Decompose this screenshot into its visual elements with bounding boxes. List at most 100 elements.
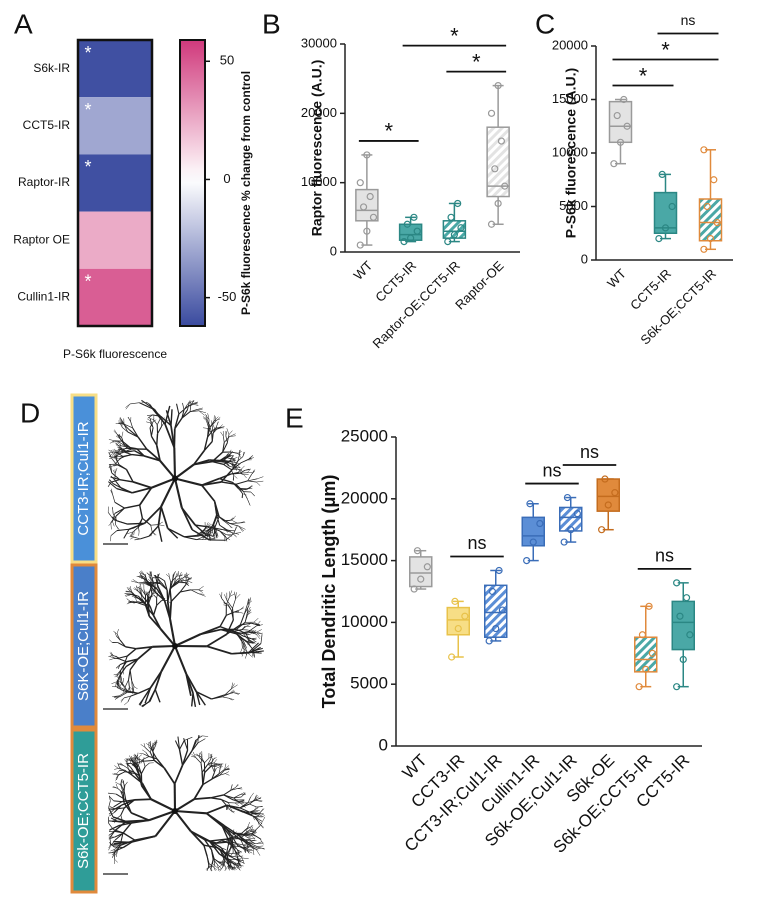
data-point <box>700 146 708 154</box>
neuron-drawing <box>108 735 266 872</box>
data-point <box>573 510 581 518</box>
data-point <box>494 199 502 208</box>
comparison-label: ns <box>681 12 696 28</box>
neuron-soma <box>172 643 178 649</box>
row-label: CCT5-IR <box>23 118 71 132</box>
data-point <box>676 612 684 620</box>
y-tick-label: 5000 <box>350 674 388 693</box>
panel-letter: E <box>285 402 304 433</box>
row-label: Cullin1-IR <box>17 290 70 304</box>
box <box>442 220 467 239</box>
y-tick-label: 25000 <box>341 426 388 445</box>
data-point <box>523 556 531 565</box>
significance-marker: * <box>84 100 91 120</box>
data-point <box>410 585 418 593</box>
comparison-label: * <box>472 49 481 74</box>
significance-marker: * <box>84 157 91 177</box>
data-point <box>454 199 462 208</box>
data-point <box>668 202 676 211</box>
x-tick-label: WT <box>604 266 629 291</box>
heatmap-cell <box>78 211 152 269</box>
data-point <box>488 587 497 596</box>
colorbar-tick-label: 50 <box>220 53 234 68</box>
comparison-label: * <box>661 37 670 62</box>
data-point <box>620 95 628 104</box>
data-point <box>501 182 509 190</box>
data-point <box>485 637 493 645</box>
x-axis-label: P-S6k fluorescence <box>63 347 167 361</box>
data-point <box>655 235 663 243</box>
data-point <box>563 493 572 502</box>
heatmap-cell <box>78 97 152 155</box>
data-point <box>356 179 364 187</box>
box <box>671 600 695 651</box>
box <box>484 584 508 638</box>
box <box>608 100 633 144</box>
data-point <box>363 227 371 235</box>
y-tick-label: 10000 <box>552 144 588 159</box>
data-point <box>526 500 534 508</box>
data-point <box>682 594 691 602</box>
data-point <box>413 227 421 235</box>
data-point <box>706 235 715 243</box>
data-point <box>487 109 496 117</box>
data-point <box>645 602 653 610</box>
y-tick-label: 30000 <box>301 35 337 50</box>
heatmap-cell <box>78 154 152 212</box>
data-point <box>450 231 458 239</box>
x-tick-label: S6k-OE;CCT5-IR <box>637 266 719 348</box>
y-axis-label: Raptor fluorescence (A.U.) <box>309 60 325 237</box>
data-point <box>487 220 496 228</box>
data-point <box>611 489 619 497</box>
data-point <box>491 165 499 173</box>
data-point <box>642 665 650 673</box>
data-point <box>407 234 415 242</box>
data-point <box>710 176 718 184</box>
data-point <box>638 631 647 639</box>
data-point <box>498 606 506 614</box>
box <box>653 191 678 234</box>
y-tick-label: 10000 <box>301 174 337 189</box>
data-point <box>529 538 537 546</box>
data-point <box>610 160 618 168</box>
colorbar-tick-label: -50 <box>218 289 237 304</box>
box <box>486 126 510 198</box>
data-point <box>400 238 408 246</box>
box <box>446 606 470 636</box>
x-tick-label: WT <box>351 258 376 283</box>
heatmap-cell <box>78 268 152 326</box>
data-point <box>497 137 506 145</box>
data-point <box>686 631 694 639</box>
comparison-label: * <box>384 119 393 144</box>
data-point <box>560 538 568 546</box>
data-point <box>616 138 625 146</box>
box <box>398 223 423 241</box>
data-point <box>423 563 431 571</box>
box <box>698 198 723 242</box>
neuron-soma <box>172 808 178 814</box>
x-tick-label: Raptor-OE <box>452 258 507 313</box>
comparison-label: ns <box>655 546 674 566</box>
data-point <box>495 566 503 575</box>
heatmap-cell <box>78 40 152 98</box>
data-point <box>567 526 575 534</box>
box <box>355 188 379 222</box>
colorbar-tick-label: 0 <box>223 171 230 186</box>
box <box>559 506 583 532</box>
data-point <box>417 575 425 583</box>
y-tick-label: 10000 <box>341 612 388 631</box>
row-label: Raptor-IR <box>18 175 70 189</box>
genotype-bar <box>70 393 98 564</box>
comparison-label: ns <box>580 442 599 462</box>
genotype-label: CCT3-IR;Cul1-IR <box>75 421 92 535</box>
data-point <box>366 192 374 201</box>
box <box>521 516 545 547</box>
colorbar <box>179 39 206 327</box>
data-point <box>454 624 462 633</box>
data-point <box>494 81 502 90</box>
y-tick-label: 5000 <box>559 198 588 213</box>
colorbar-label: P-S6k fluorescence % change from control <box>239 71 253 315</box>
comparison-label: ns <box>467 533 486 553</box>
y-tick-label: 0 <box>330 243 337 258</box>
